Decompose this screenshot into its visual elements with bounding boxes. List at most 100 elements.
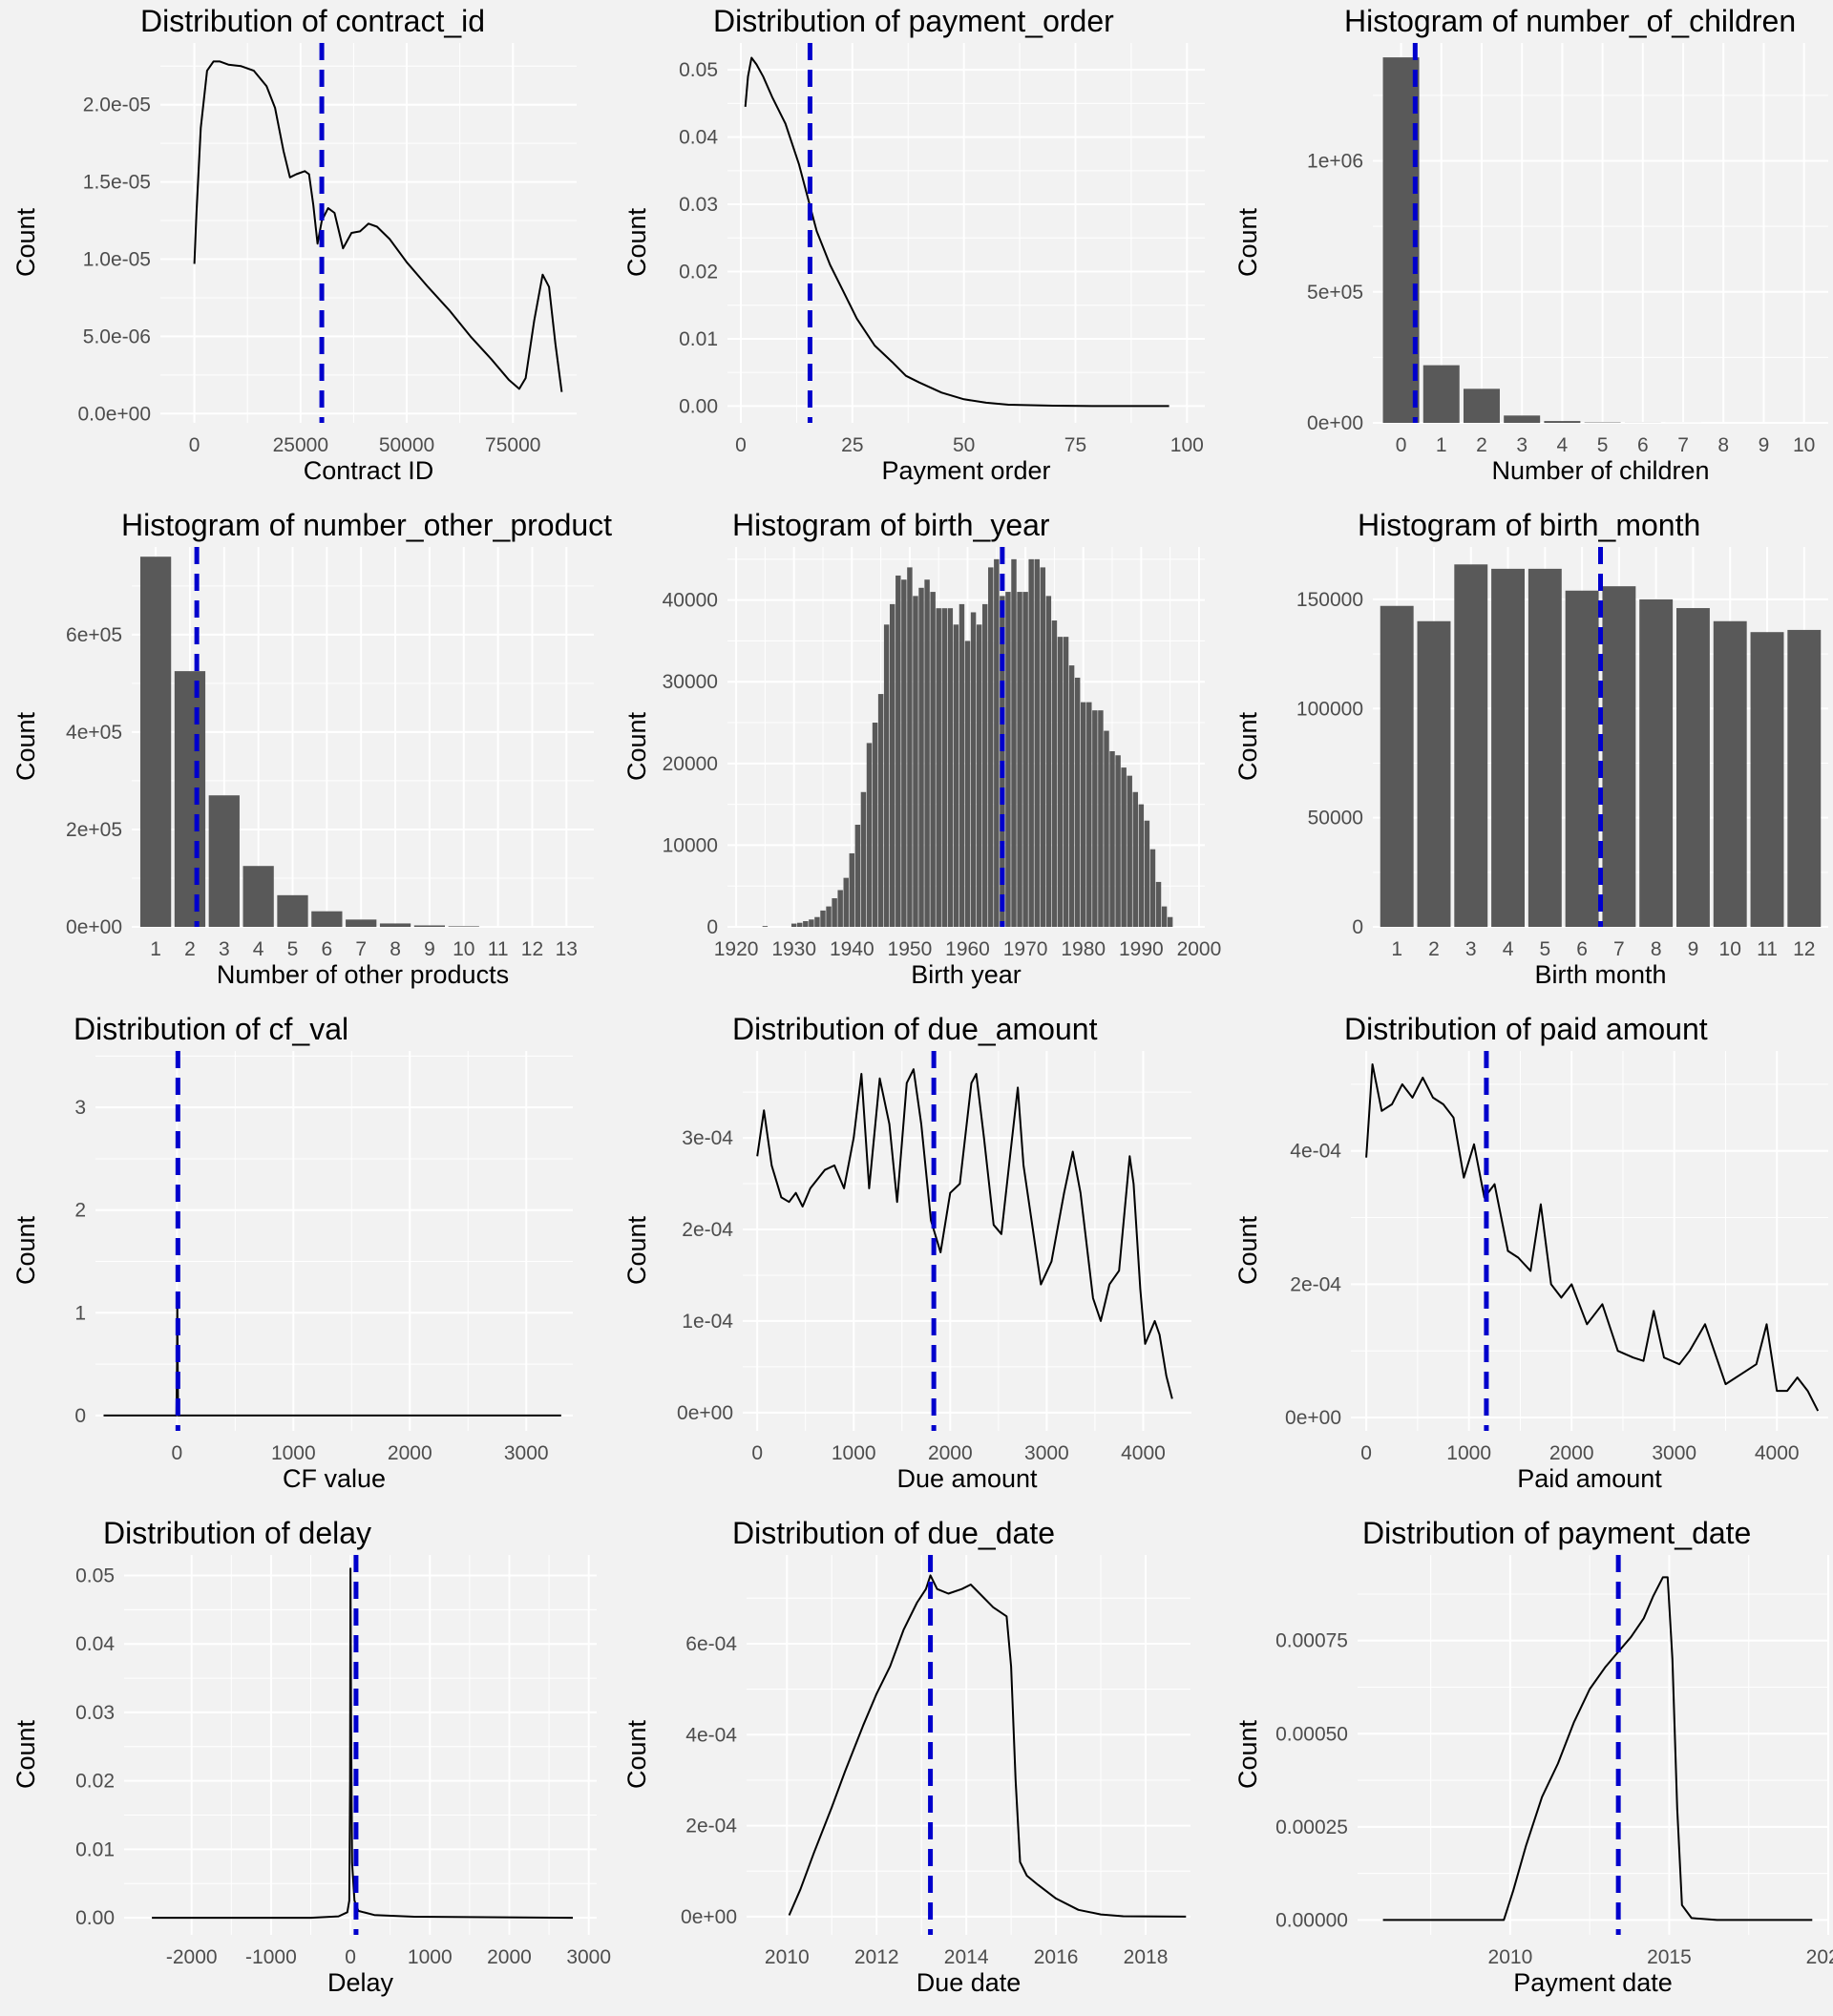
bar bbox=[242, 866, 274, 927]
x-tick-label: 12 bbox=[521, 938, 543, 960]
y-tick-label: 0.01 bbox=[679, 328, 718, 350]
x-tick-label: 25 bbox=[841, 434, 863, 456]
bar bbox=[936, 608, 941, 927]
y-tick-label: 0.00075 bbox=[1275, 1630, 1348, 1652]
bar bbox=[970, 612, 977, 927]
x-tick-label: 9 bbox=[1759, 434, 1770, 456]
y-axis-label: Count bbox=[622, 1719, 651, 1789]
bar bbox=[208, 795, 240, 927]
bar bbox=[174, 671, 206, 927]
y-tick-label: 0e+00 bbox=[681, 1906, 737, 1928]
bar bbox=[1068, 665, 1075, 927]
bar bbox=[1787, 629, 1822, 927]
bar bbox=[930, 592, 936, 927]
y-tick-label: 0e+00 bbox=[1307, 412, 1363, 434]
x-tick-label: 0 bbox=[751, 1442, 763, 1464]
y-tick-label: 0.04 bbox=[75, 1633, 115, 1655]
x-tick-label: 2015 bbox=[1647, 1946, 1692, 1968]
x-tick-label: 7 bbox=[355, 938, 367, 960]
x-tick-label: 75000 bbox=[485, 434, 540, 456]
x-axis-label: Paid amount bbox=[1517, 1464, 1662, 1493]
bar bbox=[953, 624, 959, 927]
bar bbox=[277, 894, 308, 927]
chart-panel-number_of_children: 0 1 2 3 4 5 6 7 8 9 10 0e+00 5e+05 1e+06 Histogram of … bbox=[1222, 0, 1833, 504]
tick-labels: 2010 2015 2020 0.00000 0.00025 0.00050 0.00075 bbox=[1275, 1630, 1833, 1968]
y-axis-label: Count bbox=[11, 711, 40, 781]
chart-svg: 0 1000 2000 3000 4000 0e+00 2e-04 4e-04 bbox=[1285, 1051, 1828, 1464]
y-tick-label: 30000 bbox=[663, 671, 718, 693]
tick-labels: 1920 1930 1940 1950 1960 1970 1980 1990 20000100… bbox=[663, 590, 1222, 960]
bar bbox=[843, 877, 849, 927]
y-tick-label: 1.5e-05 bbox=[83, 172, 151, 194]
chart-svg: 2010 2015 2020 0.00000 0.00025 0.00050 0.00075 bbox=[1275, 1555, 1833, 1968]
bar bbox=[1713, 620, 1747, 927]
chart-svg: 0 1000 2000 3000 0 1 2 3 bbox=[74, 1051, 573, 1464]
y-tick-label: 0 bbox=[74, 1405, 86, 1427]
chart-panel-paid_amount: 0 1000 2000 3000 4000 0e+00 2e-04 4e-04 Distribu… bbox=[1222, 1008, 1833, 1512]
x-tick-label: 10 bbox=[453, 938, 474, 960]
x-tick-label: 2016 bbox=[1034, 1946, 1079, 1968]
x-tick-label: 5 bbox=[287, 938, 299, 960]
y-tick-label: 1e-04 bbox=[682, 1311, 733, 1333]
x-tick-label: 4 bbox=[1557, 434, 1569, 456]
x-tick-label: 2010 bbox=[765, 1946, 810, 1968]
chart-title: Histogram of number_other_product bbox=[121, 508, 613, 542]
bar bbox=[1155, 881, 1162, 927]
x-tick-label: 8 bbox=[1651, 938, 1662, 960]
density-line bbox=[152, 1567, 574, 1920]
y-tick-label: 2e+05 bbox=[66, 819, 122, 841]
y-tick-label: 2e-04 bbox=[1290, 1273, 1341, 1295]
bar bbox=[1504, 415, 1541, 423]
bar bbox=[1602, 586, 1636, 927]
bar bbox=[311, 911, 343, 927]
x-tick-label: 2000 bbox=[1177, 938, 1222, 960]
chart-title: Distribution of payment_date bbox=[1362, 1516, 1752, 1550]
density-line bbox=[1365, 1063, 1820, 1412]
bar bbox=[1104, 730, 1109, 927]
bar bbox=[866, 743, 873, 927]
y-tick-label: 0.05 bbox=[679, 59, 718, 81]
y-tick-label: 2.0e-05 bbox=[83, 94, 151, 116]
x-tick-label: 2014 bbox=[944, 1946, 989, 1968]
y-axis-label: Count bbox=[1233, 711, 1262, 781]
bar bbox=[1454, 564, 1488, 927]
bar bbox=[1074, 677, 1081, 927]
y-tick-label: 4e-04 bbox=[1290, 1141, 1341, 1163]
x-axis-label: Contract ID bbox=[303, 456, 434, 485]
x-tick-label: 0 bbox=[735, 434, 747, 456]
x-tick-label: 2000 bbox=[928, 1442, 973, 1464]
bar bbox=[941, 608, 947, 927]
x-axis-label: Delay bbox=[327, 1968, 394, 1997]
bar bbox=[854, 825, 861, 927]
x-tick-label: 0 bbox=[189, 434, 200, 456]
bar bbox=[883, 624, 890, 927]
bar bbox=[918, 587, 924, 927]
x-tick-label: 50000 bbox=[379, 434, 434, 456]
bar bbox=[1167, 916, 1173, 927]
bar bbox=[947, 608, 954, 927]
bar bbox=[1005, 592, 1011, 927]
x-axis-label: Due amount bbox=[896, 1464, 1038, 1493]
bar bbox=[1138, 804, 1145, 927]
x-tick-label: 3000 bbox=[1652, 1442, 1696, 1464]
tick-labels: 0 1000 2000 3000 4000 0e+00 2e-04 4e-04 bbox=[1285, 1141, 1800, 1464]
x-tick-label: 2 bbox=[1476, 434, 1487, 456]
chart-svg: -2000 -1000 0 1000 2000 3000 0.00 0.01 0.02 0.03 0… bbox=[75, 1555, 611, 1968]
bar bbox=[964, 640, 971, 927]
bar bbox=[895, 575, 901, 927]
gridlines bbox=[743, 1051, 1191, 1431]
x-tick-label: 2000 bbox=[487, 1946, 532, 1968]
density-line bbox=[103, 1296, 561, 1417]
x-tick-label: 1 bbox=[1436, 434, 1447, 456]
chart-title: Distribution of cf_val bbox=[74, 1012, 349, 1046]
x-tick-label: 1960 bbox=[945, 938, 990, 960]
bar bbox=[379, 923, 411, 927]
tick-labels: 0 1 2 3 4 5 6 7 8 9 10 0e+00 5e+05 1e+06 bbox=[1307, 151, 1815, 456]
chart-title: Distribution of paid amount bbox=[1344, 1012, 1708, 1046]
y-tick-label: 2 bbox=[74, 1200, 86, 1222]
y-tick-label: 0.00050 bbox=[1275, 1723, 1348, 1745]
bar bbox=[988, 567, 994, 927]
